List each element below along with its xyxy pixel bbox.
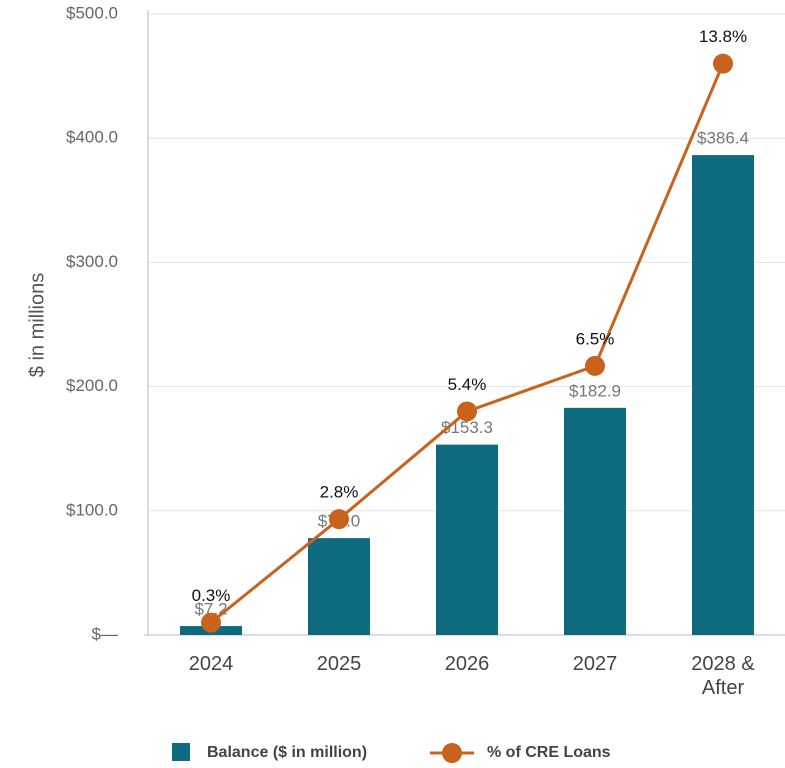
line-value-label: 2.8% [320,483,359,502]
line-marker [713,53,733,74]
y-axis-label: $ in millions [26,273,48,377]
legend-swatch [172,743,190,761]
x-tick-label: 2024 [188,653,234,675]
y-tick-label: $200.0 [66,376,118,395]
line-marker [457,401,477,422]
x-tick-label: 2026 [444,653,490,675]
line-value-label: 0.3% [192,586,231,605]
legend-label: Balance ($ in million) [207,744,367,761]
bar-value-label: $7.2 [194,600,227,619]
bar-value-label: $386.4 [697,129,749,148]
bar [308,538,370,635]
y-tick-label: $— [92,624,118,643]
bar-value-label: $182.9 [569,381,621,400]
y-tick-label: $300.0 [66,252,118,271]
line-value-label: 13.8% [699,27,747,46]
legend-label: % of CRE Loans [487,744,611,761]
line-value-label: 5.4% [448,375,487,394]
x-tick-label: 2027 [572,653,618,675]
line-marker [585,355,605,376]
y-tick-label: $100.0 [66,500,118,519]
bar [436,444,498,635]
legend-marker [442,743,462,763]
bar [564,407,626,635]
bar [692,155,754,636]
line-value-label: 6.5% [576,329,615,348]
y-tick-label: $500.0 [66,3,118,22]
y-tick-label: $400.0 [66,128,118,147]
x-tick-label: 2025 [316,653,362,675]
line-marker [329,509,349,530]
line-marker [201,612,221,633]
x-tick-label: 2028 & After [691,653,755,699]
